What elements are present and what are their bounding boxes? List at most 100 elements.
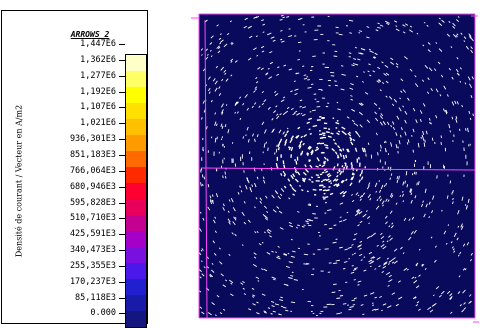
- vector-arrow: [324, 197, 328, 198]
- vector-arrow: [355, 269, 356, 270]
- vector-arrow: [317, 143, 320, 144]
- vector-arrow: [372, 303, 373, 304]
- vector-arrow: [441, 136, 442, 139]
- vector-arrow: [450, 181, 451, 184]
- legend-tick-label: 936,301E3: [20, 134, 116, 144]
- vector-arrow: [352, 173, 353, 175]
- vector-arrow: [254, 139, 255, 141]
- vector-arrow: [276, 163, 277, 167]
- color-swatch: [126, 167, 146, 184]
- vector-arrow: [333, 140, 335, 141]
- vector-arrow: [336, 298, 340, 299]
- vector-arrow: [341, 66, 343, 67]
- vector-arrow: [390, 178, 391, 180]
- legend-tick-label: 1,362E6: [20, 55, 116, 65]
- vector-arrow: [329, 228, 333, 229]
- legend-tick-label: 1,107E6: [20, 102, 116, 112]
- vector-arrow: [412, 135, 413, 137]
- legend-tick-label: 1,447E6: [20, 39, 116, 49]
- vector-arrow: [407, 142, 408, 144]
- vector-arrow: [331, 183, 332, 184]
- color-swatch: [126, 103, 146, 120]
- vector-arrow: [258, 281, 259, 282]
- legend-tick-label: 510,710E3: [20, 213, 116, 223]
- vector-arrow: [288, 253, 290, 254]
- vector-field-canvas[interactable]: [181, 10, 479, 324]
- legend-panel: ARROWS_2 Densité de courant / Vecteur en…: [1, 10, 148, 324]
- vector-arrow: [338, 164, 339, 167]
- vector-arrow: [364, 257, 366, 258]
- vector-arrow: [432, 138, 433, 141]
- vector-arrow: [336, 128, 338, 129]
- vector-arrow: [312, 110, 316, 111]
- vector-arrow: [363, 72, 364, 73]
- legend-tick-mark: [119, 44, 125, 45]
- vector-arrow: [453, 190, 454, 192]
- vector-arrow: [304, 254, 308, 255]
- vector-arrow: [450, 130, 451, 132]
- vector-arrow: [381, 310, 382, 311]
- vector-arrow: [349, 33, 351, 34]
- vector-arrow: [466, 128, 467, 131]
- vector-arrow: [301, 153, 302, 156]
- vector-arrow: [281, 173, 282, 175]
- vector-arrow: [340, 217, 342, 218]
- vector-arrow: [299, 186, 300, 187]
- color-swatch: [126, 135, 146, 152]
- vector-arrow: [289, 147, 290, 149]
- vector-arrow: [305, 178, 306, 179]
- vector-arrow: [336, 313, 340, 314]
- vector-arrow: [309, 129, 311, 130]
- vector-arrow: [339, 34, 343, 35]
- vector-arrow: [329, 187, 331, 188]
- vector-arrow: [338, 131, 340, 132]
- color-swatch: [126, 71, 146, 88]
- vector-arrow: [304, 75, 307, 76]
- vector-arrow: [297, 59, 299, 60]
- vector-arrow: [339, 170, 340, 172]
- vector-arrow: [343, 304, 346, 305]
- vector-arrow: [307, 219, 311, 220]
- vector-arrow: [400, 195, 401, 197]
- legend-tick-label: 85,118E3: [20, 293, 116, 303]
- vector-arrow: [200, 212, 201, 214]
- legend-tick-label: 255,355E3: [20, 261, 116, 271]
- vector-arrow: [313, 190, 317, 191]
- vector-arrow: [246, 135, 247, 137]
- vector-arrow: [452, 192, 453, 195]
- vector-arrow: [349, 132, 350, 133]
- vector-arrow: [353, 305, 355, 306]
- vector-arrow: [370, 266, 371, 267]
- vector-arrow: [316, 147, 318, 148]
- vector-arrow: [304, 225, 306, 226]
- vector-arrow: [204, 177, 205, 180]
- legend-tick-label: 0.000: [20, 308, 116, 318]
- color-swatch: [126, 87, 146, 104]
- vector-arrow: [298, 42, 301, 43]
- vector-arrow: [328, 129, 330, 130]
- color-swatch: [126, 263, 146, 280]
- vector-arrow: [301, 113, 303, 114]
- vector-arrow: [354, 280, 356, 281]
- vector-arrow: [354, 174, 355, 176]
- vector-arrow: [431, 123, 432, 125]
- vector-arrow: [307, 191, 309, 192]
- vector-arrow: [281, 306, 283, 307]
- legend-tick-label: 170,237E3: [20, 277, 116, 287]
- vector-arrow: [302, 227, 305, 228]
- vector-arrow: [296, 228, 298, 229]
- vector-arrow: [378, 152, 379, 155]
- vector-arrow: [296, 161, 297, 165]
- color-swatch: [126, 295, 146, 312]
- vector-arrow: [334, 225, 337, 226]
- vector-arrow: [379, 28, 381, 29]
- vector-arrow: [345, 282, 347, 283]
- legend-tick-label: 425,591E3: [20, 229, 116, 239]
- vector-arrow: [352, 266, 354, 267]
- color-swatch: [126, 231, 146, 248]
- vector-arrow: [359, 33, 361, 34]
- vector-arrow: [335, 85, 338, 86]
- vector-arrow: [266, 142, 267, 144]
- vector-field-plot[interactable]: [181, 10, 479, 324]
- vector-arrow: [247, 178, 248, 180]
